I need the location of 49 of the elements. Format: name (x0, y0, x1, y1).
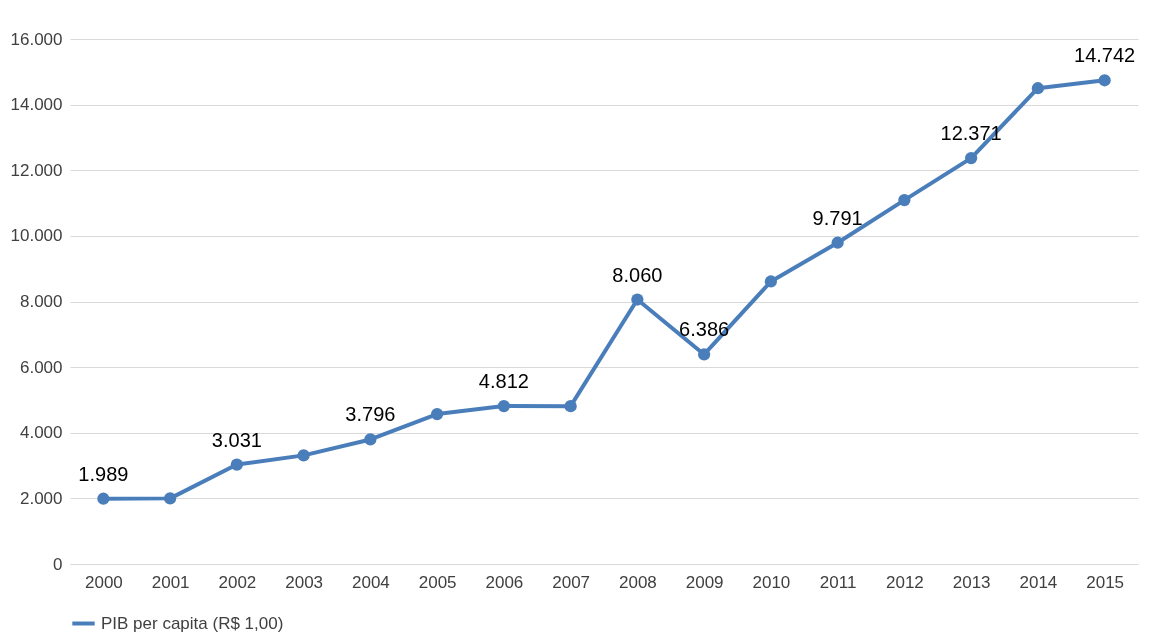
point (364, 433, 377, 446)
point (164, 492, 177, 505)
y-tick-label: 4.000 (19, 423, 63, 443)
x-tick-label: 2013 (952, 572, 991, 592)
point (230, 458, 243, 471)
x-tick-label: 2007 (552, 572, 591, 592)
x-tick-label: 2008 (618, 572, 657, 592)
y-tick-label: 8.000 (19, 292, 63, 311)
y-tick-label: 16.000 (10, 29, 63, 49)
x-tick-label: 2000 (84, 572, 123, 592)
x-tick-label: 2003 (285, 572, 324, 592)
x-tick-label: 2002 (218, 572, 257, 592)
y-tick-label: 14.000 (10, 95, 63, 115)
data-label: 1.989 (78, 462, 129, 485)
x-tick-label: 2005 (418, 572, 457, 592)
x-tick-label: 2010 (752, 572, 791, 592)
x-tick-label: 2014 (1019, 572, 1058, 592)
point (831, 236, 844, 249)
x-tick-label: 2009 (685, 572, 724, 592)
point (297, 449, 310, 462)
x-tick-label: 2004 (351, 572, 390, 592)
point (497, 399, 510, 413)
data-label: 8.060 (612, 263, 663, 286)
point (764, 275, 777, 288)
x-tick-label: 2012 (885, 572, 924, 592)
data-label: 14.742 (1074, 44, 1136, 67)
point (97, 492, 110, 505)
x-tick-label: 2011 (819, 572, 857, 592)
point (698, 348, 711, 361)
point (631, 293, 644, 306)
data-label: 3.031 (211, 428, 262, 451)
point (431, 407, 444, 421)
point (898, 194, 911, 207)
data-label: 4.812 (478, 370, 529, 393)
x-tick-label: 2006 (485, 572, 524, 592)
point (965, 151, 978, 165)
x-tick-label: 2001 (151, 572, 190, 592)
x-tick-label: 2015 (1086, 572, 1125, 592)
point (564, 400, 577, 413)
y-tick-label: 0 (53, 554, 63, 574)
point (1098, 74, 1111, 87)
y-tick-label: 2.000 (19, 488, 63, 508)
y-tick-label: 6.000 (19, 357, 63, 377)
legend-label: PIB per capita (R$ 1,00) (101, 613, 284, 633)
y-tick-label: 12.000 (10, 160, 63, 180)
data-label: 3.796 (345, 403, 396, 426)
data-label: 9.791 (812, 206, 863, 229)
point (1031, 82, 1044, 95)
y-tick-label: 10.000 (10, 226, 63, 246)
